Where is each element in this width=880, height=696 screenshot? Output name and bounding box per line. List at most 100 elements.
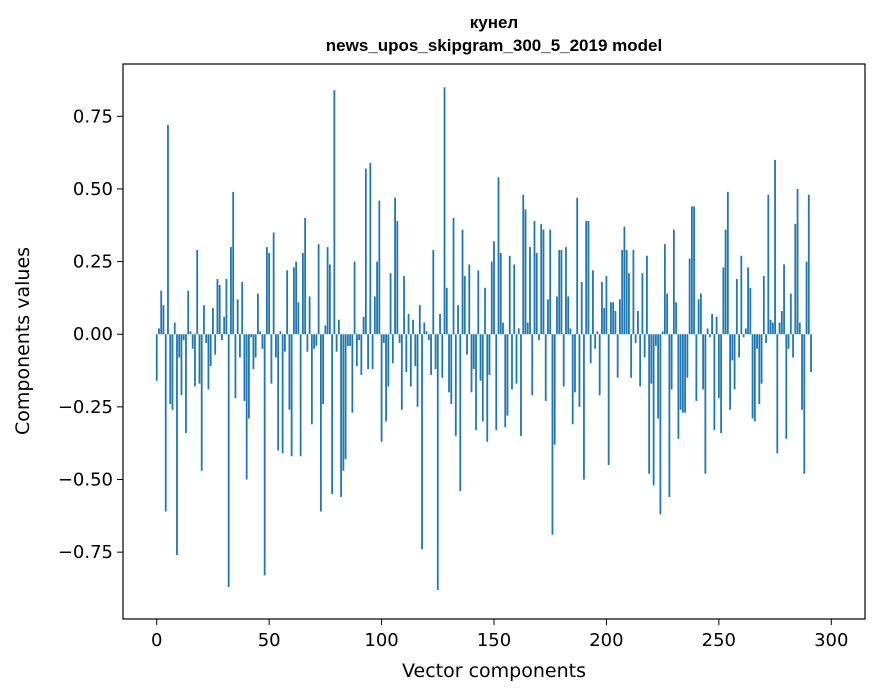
bar-98	[376, 261, 378, 335]
bar-86	[349, 334, 351, 346]
bar-94	[367, 334, 369, 370]
x-tick-label: 300	[814, 630, 848, 651]
bar-230	[672, 229, 675, 335]
bar-87	[351, 334, 354, 413]
bar-20	[200, 334, 203, 471]
bar-244	[704, 334, 707, 474]
bar-101	[382, 334, 385, 343]
y-tick-label: 0.75	[73, 106, 113, 127]
bar-134	[457, 305, 459, 335]
bar-264	[749, 287, 752, 335]
bar-171	[540, 223, 543, 335]
bar-53	[275, 334, 277, 358]
bar-111	[405, 334, 408, 373]
bar-222	[654, 334, 657, 346]
bar-267	[756, 334, 758, 349]
bar-239	[693, 206, 696, 335]
bar-31	[225, 279, 228, 335]
bar-132	[452, 218, 455, 335]
bar-286	[798, 322, 801, 335]
bar-24	[209, 334, 212, 367]
bar-233	[679, 334, 682, 410]
bar-228	[668, 334, 671, 497]
bar-34	[232, 191, 235, 335]
bar-249	[715, 316, 718, 335]
bar-50	[268, 252, 271, 335]
bar-223	[657, 334, 660, 419]
bar-221	[652, 334, 655, 486]
bar-254	[726, 191, 729, 335]
bar-283	[792, 334, 794, 358]
bar-125	[436, 334, 439, 590]
bar-220	[650, 334, 653, 384]
bar-210	[628, 273, 630, 335]
bar-130	[448, 334, 450, 393]
x-tick-label: 250	[702, 630, 736, 651]
bar-38	[241, 281, 244, 335]
bar-234	[681, 334, 684, 413]
bar-55	[279, 331, 282, 335]
bar-99	[378, 200, 381, 335]
bar-129	[445, 287, 448, 335]
bar-227	[666, 293, 669, 335]
bar-106	[394, 197, 396, 335]
bar-63	[297, 302, 300, 335]
bar-199	[603, 308, 606, 335]
bar-217	[643, 334, 646, 358]
bar-42	[250, 334, 253, 338]
bar-184	[569, 328, 572, 335]
bar-194	[592, 270, 594, 335]
bar-152	[497, 177, 500, 335]
bar-147	[486, 334, 489, 442]
bar-96	[371, 334, 374, 370]
bar-103	[387, 334, 390, 387]
bar-43	[252, 334, 255, 370]
bar-151	[495, 334, 498, 431]
bar-232	[677, 334, 680, 439]
x-axis-label: Vector components	[402, 660, 586, 682]
bar-26	[214, 334, 217, 355]
bar-140	[470, 334, 473, 393]
bar-276	[776, 334, 779, 454]
bar-90	[358, 334, 360, 341]
bar-116	[416, 334, 419, 407]
bar-84	[344, 334, 347, 460]
bar-14	[187, 290, 190, 335]
bar-176	[551, 334, 554, 535]
bar-219	[648, 334, 651, 474]
bars-group	[155, 87, 812, 590]
bar-5	[167, 125, 169, 335]
bar-80	[335, 334, 338, 352]
bar-203	[612, 302, 615, 335]
bar-95	[369, 162, 372, 335]
bar-253	[724, 229, 727, 335]
bar-128	[443, 87, 446, 335]
bar-71	[315, 334, 318, 346]
bar-145	[481, 334, 484, 422]
bar-280	[785, 334, 788, 439]
bar-0	[155, 334, 158, 381]
bar-37	[239, 334, 241, 358]
bar-75	[324, 325, 327, 335]
bar-17	[194, 334, 196, 387]
bar-288	[803, 334, 806, 474]
bar-159	[513, 264, 516, 335]
bar-179	[558, 249, 561, 335]
bar-122	[430, 334, 432, 375]
bar-70	[313, 334, 316, 349]
bar-8	[173, 322, 176, 335]
bar-13	[185, 334, 187, 434]
x-tick-label: 150	[477, 630, 511, 651]
bar-28	[218, 284, 221, 335]
bar-162	[520, 334, 522, 436]
bar-181	[562, 334, 565, 387]
bar-85	[346, 334, 349, 346]
bar-285	[796, 188, 799, 335]
bar-265	[751, 334, 754, 419]
bar-153	[499, 252, 502, 335]
bar-278	[780, 310, 783, 335]
bar-51	[270, 334, 273, 384]
bar-35	[234, 334, 237, 399]
bar-183	[567, 296, 570, 335]
bar-72	[317, 244, 320, 335]
